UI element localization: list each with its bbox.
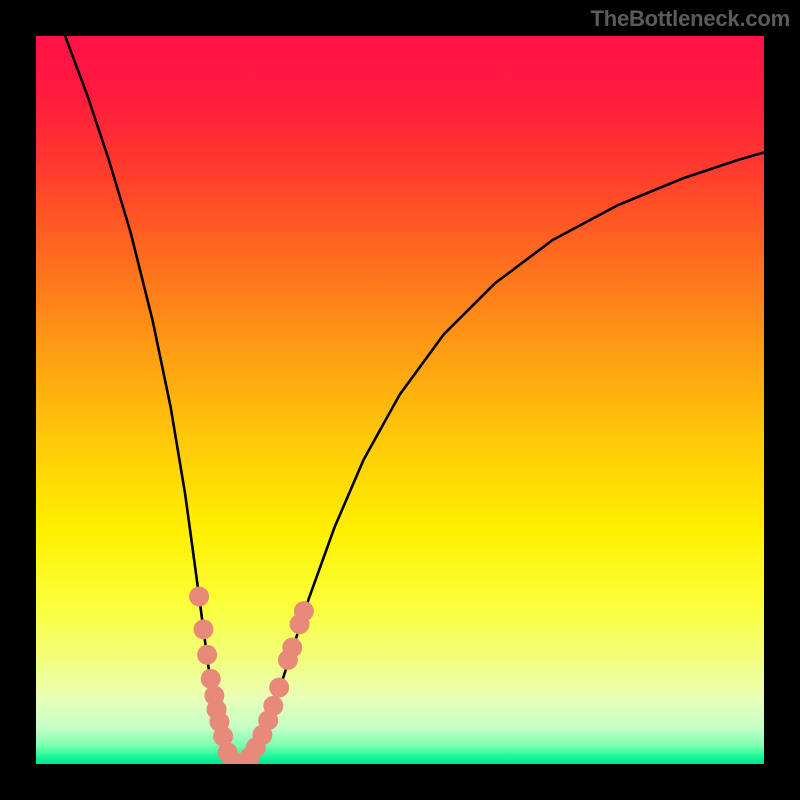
bottleneck-curve <box>65 36 764 764</box>
marker-point <box>263 696 283 716</box>
highlight-markers <box>189 587 314 764</box>
marker-point <box>189 587 209 607</box>
watermark-text: TheBottleneck.com <box>590 6 790 32</box>
marker-point <box>201 669 221 689</box>
marker-point <box>282 638 302 658</box>
marker-point <box>294 601 314 621</box>
figure-root: TheBottleneck.com <box>0 0 800 800</box>
curve-layer <box>36 36 764 764</box>
marker-point <box>193 619 213 639</box>
marker-point <box>197 645 217 665</box>
plot-area <box>36 36 764 764</box>
marker-point <box>269 678 289 698</box>
